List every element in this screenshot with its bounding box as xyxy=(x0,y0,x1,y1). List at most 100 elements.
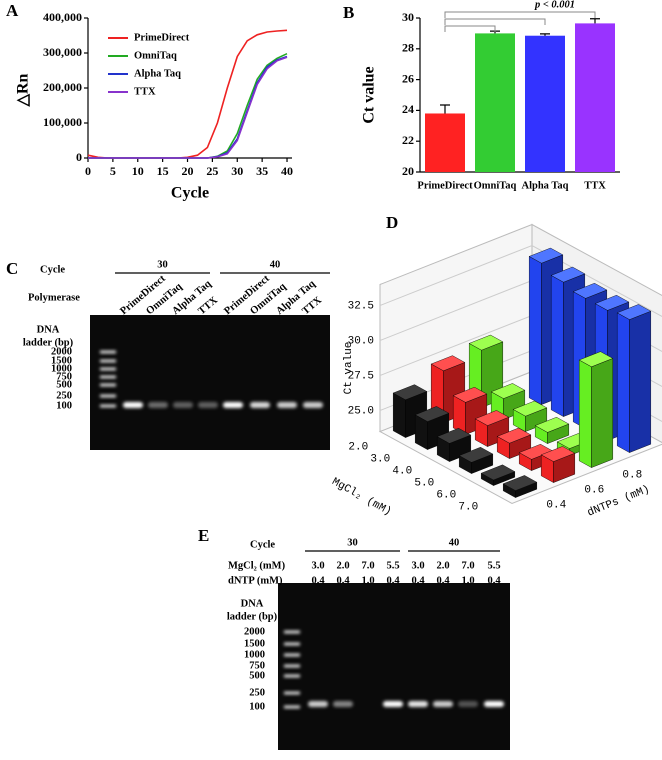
row-value: 5.5 xyxy=(487,560,500,571)
bar-face xyxy=(430,355,466,372)
ladder-size: 500 xyxy=(56,379,72,390)
legend-label: PrimeDirect xyxy=(134,32,190,43)
row-value: 3.0 xyxy=(411,560,424,571)
bar-face xyxy=(512,400,548,417)
bar-face xyxy=(529,256,542,405)
x-tick-label: 15 xyxy=(157,164,169,178)
ladder-band xyxy=(284,642,300,646)
error-bar xyxy=(440,104,450,114)
annotation: p < 0.001 xyxy=(534,0,575,10)
ladder-band xyxy=(100,383,116,387)
bar-face xyxy=(474,410,510,426)
row-value: 0.4 xyxy=(487,575,501,586)
x-tick-label: 10 xyxy=(132,164,144,178)
y-tick-label: 22 xyxy=(402,133,414,147)
y-tick-label: 0.8 xyxy=(622,469,642,481)
y-tick-label: 100,000 xyxy=(43,115,82,129)
cycle-value: 40 xyxy=(449,537,460,548)
series-line xyxy=(88,55,288,159)
x-tick-label: TTX xyxy=(584,180,606,191)
row-value: 0.4 xyxy=(336,575,350,586)
y-tick-label: 26 xyxy=(402,71,414,85)
polymerase-label: Polymerase xyxy=(28,292,80,303)
bar-face xyxy=(578,351,614,368)
ladder-size: 2000 xyxy=(244,626,265,637)
ladder-title: DNA xyxy=(241,598,264,609)
ladder-size: 750 xyxy=(56,371,72,382)
bar xyxy=(578,351,614,468)
bar-face xyxy=(393,392,406,438)
bar xyxy=(496,427,532,459)
bar xyxy=(480,464,516,486)
sample-band xyxy=(383,701,403,707)
row-value: 7.0 xyxy=(461,560,474,571)
sample-band xyxy=(123,402,143,408)
ladder-band xyxy=(100,404,116,408)
bar-face xyxy=(551,275,564,417)
bar-face xyxy=(392,384,428,401)
z-tick-label: 25.0 xyxy=(348,405,374,417)
sample-band xyxy=(223,402,243,408)
ladder-size: 1000 xyxy=(51,363,72,374)
grid-line xyxy=(379,244,662,317)
error-bar xyxy=(590,18,600,24)
sample-band xyxy=(277,402,297,408)
y-tick-label: 30 xyxy=(402,10,414,24)
sample-band xyxy=(250,402,270,408)
y-tick-label: 20 xyxy=(402,164,414,178)
x-tick-label: 25 xyxy=(206,164,218,178)
ladder-title: ladder (bp) xyxy=(23,337,74,348)
ladder-band xyxy=(100,394,116,398)
ladder-band xyxy=(284,653,300,657)
x-tick-label: Alpha Taq xyxy=(522,180,569,191)
row-value: 3.0 xyxy=(311,560,324,571)
x-tick-label: 3.0 xyxy=(370,453,390,465)
bar xyxy=(575,23,615,172)
panel-label: E xyxy=(198,526,209,545)
ladder-band xyxy=(100,375,116,379)
z-tick-label: 27.5 xyxy=(348,370,374,382)
bar xyxy=(425,113,465,172)
y-tick-label: 0.6 xyxy=(584,484,604,496)
ladder-title: DNA xyxy=(37,324,60,335)
bar xyxy=(525,35,565,173)
x-tick-label: 0 xyxy=(85,164,91,178)
x-tick-label: 2.0 xyxy=(348,441,368,453)
row-label: dNTP (mM) xyxy=(228,575,283,586)
significance-bracket xyxy=(444,18,546,25)
row-value: 5.5 xyxy=(386,560,399,571)
legend-label: OmniTaq xyxy=(134,50,177,61)
row-label: MgCl₂ (mM) xyxy=(228,560,286,571)
bar-face xyxy=(550,266,586,283)
ladder-band xyxy=(284,705,300,709)
bar-face xyxy=(616,304,652,320)
y-axis-label: Ct value xyxy=(361,66,378,123)
bar-face xyxy=(540,446,576,462)
bar xyxy=(534,416,570,444)
series-line xyxy=(88,52,288,159)
x-tick-label: OmniTaq xyxy=(474,180,517,191)
x-tick-label: 20 xyxy=(182,164,194,178)
x-tick-label: 35 xyxy=(256,164,268,178)
row-value: 2.0 xyxy=(436,560,449,571)
ladder-size: 750 xyxy=(249,660,265,671)
y-tick-label: 400,000 xyxy=(43,10,82,24)
sample-band xyxy=(148,402,168,408)
y-tick-label: 24 xyxy=(402,102,414,116)
bar-face xyxy=(458,446,494,463)
row-value: 1.0 xyxy=(461,575,474,586)
x-axis-label: MgCl₂ (mM) xyxy=(330,476,394,519)
row-value: 1.0 xyxy=(361,575,374,586)
x-tick-label: 5 xyxy=(110,164,116,178)
legend-label: TTX xyxy=(134,86,156,97)
row-value: 2.0 xyxy=(336,560,349,571)
bar-face xyxy=(591,358,613,468)
sample-band xyxy=(408,701,428,707)
sample-band xyxy=(198,402,218,408)
bar-face xyxy=(534,416,570,433)
row-value: 0.4 xyxy=(436,575,450,586)
bar-face xyxy=(490,383,526,399)
row-value: 7.0 xyxy=(361,560,374,571)
panel-label: B xyxy=(343,3,354,22)
